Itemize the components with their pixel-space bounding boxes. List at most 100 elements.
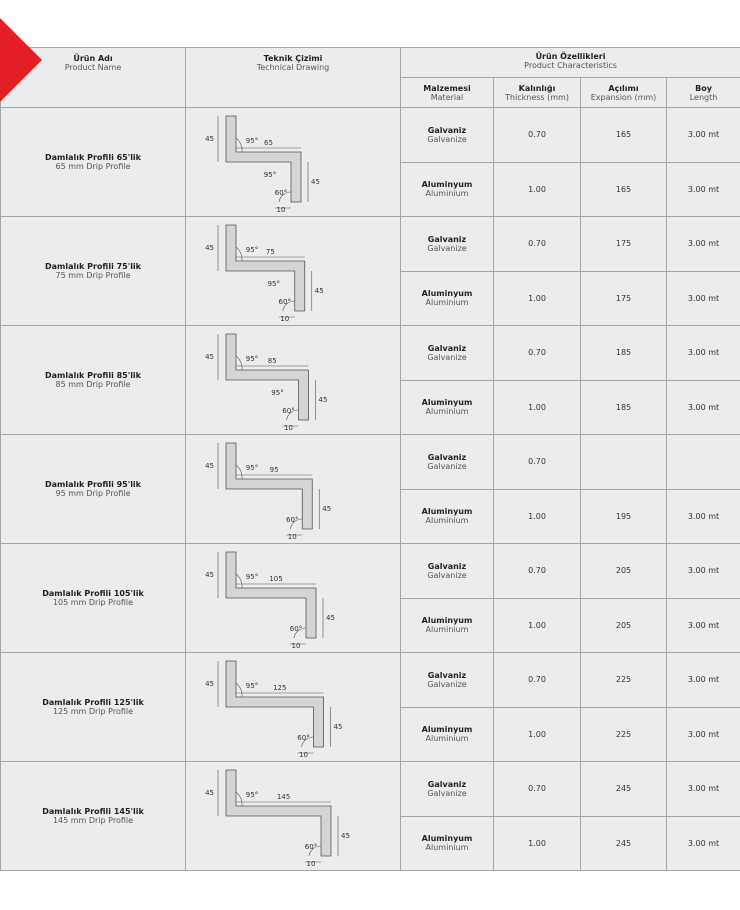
material-en: Galvanize (427, 243, 467, 253)
expansion-cell: 205 (580, 597, 667, 653)
length: 3.00 mt (687, 184, 720, 194)
length-cell: 3.00 mt (665, 216, 740, 272)
thickness: 0.70 (528, 457, 546, 467)
length-cell: 3.00 mt (665, 270, 740, 326)
drawing-label: 45 (322, 505, 331, 513)
drawing-label: 60° (305, 843, 317, 851)
drawing-cell: 45 95° 105 45 60° 10 (185, 543, 401, 653)
drawing-label: 10 (307, 860, 316, 868)
drawing-label: 10 (288, 533, 297, 541)
expansion-cell: 165 (580, 107, 667, 163)
length-cell: 3.00 mt (665, 107, 740, 163)
material-tr: Galvaniz (427, 343, 467, 353)
material-en: Aluminium (425, 734, 469, 744)
product-row: Damlalık Profili 85'lik 85 mm Drip Profil… (0, 325, 740, 435)
drawing-label: 95° (246, 246, 258, 254)
product-row: Aluminyum Aluminium 1.00 185 3.00 mt (1, 379, 740, 435)
material-en: Aluminium (425, 189, 469, 199)
drawing-line (286, 518, 303, 536)
thickness-cell: 0.70 (493, 434, 581, 490)
product-name-cell: Damlalık Profili 95'lik 95 mm Drip Profil… (0, 434, 186, 544)
thickness-cell: 0.70 (493, 543, 581, 599)
drawing-line (282, 409, 299, 427)
drawing-label: 95° (246, 355, 258, 363)
product-name-tr: Damlalık Profili 85'lik (45, 371, 141, 380)
drawing-label: 10 (284, 424, 293, 432)
length-cell: 3.00 mt (665, 325, 740, 381)
thickness-cell: 0.70 (493, 761, 581, 817)
product-row: Damlalık Profili 75'lik 75 mm Drip Profil… (0, 216, 740, 326)
expansion-cell: 185 (580, 325, 667, 381)
drawing-cell: 45 95° 145 45 60° 10 (185, 761, 401, 871)
length-cell: 3.00 mt (665, 652, 740, 708)
thickness-cell: 0.70 (493, 325, 581, 381)
drawing-cell: 45 95° 75 95° 45 60° 10 (185, 216, 401, 326)
drawing-line (235, 682, 243, 698)
drawing-line (278, 300, 295, 318)
thickness-cell: 1.00 (493, 270, 581, 326)
material-tr: Aluminyum (421, 834, 473, 844)
expansion: 205 (615, 620, 632, 630)
material-cell: Aluminyum Aluminium (400, 815, 494, 871)
expansion: 185 (615, 402, 632, 412)
material-cell: Aluminyum Aluminium (400, 597, 494, 653)
drawing-label: 60° (279, 298, 291, 306)
drawing-label: 95° (271, 389, 283, 397)
length: 3.00 mt (687, 130, 720, 140)
material-en: Aluminium (425, 843, 469, 853)
column-header-tr: Açılımı (608, 83, 639, 93)
technical-drawing: 45 95° 85 95° 45 60° 10 (205, 333, 327, 432)
expansion-cell: 195 (580, 488, 667, 544)
product-name-cell: Damlalık Profili 75'lik 75 mm Drip Profil… (0, 216, 186, 326)
material-en: Aluminium (425, 298, 469, 308)
expansion-cell: 225 (580, 706, 667, 762)
product-table: Ürün Adı Product Name Teknik Çizimi Technic… (0, 47, 740, 871)
drawing-line (235, 137, 243, 153)
drawing-line (235, 464, 243, 480)
product-name-en: 105 mm Drip Profile (52, 598, 134, 607)
thickness-cell: 0.70 (493, 216, 581, 272)
material-tr: Aluminyum (421, 507, 473, 517)
length: 3.00 mt (687, 784, 720, 794)
expansion: 175 (615, 293, 632, 303)
header-characteristics-en: Product Characteristics (524, 61, 617, 70)
expansion-cell (580, 434, 667, 490)
material-en: Galvanize (427, 570, 467, 580)
drawing-line (235, 573, 243, 589)
expansion: 245 (615, 784, 632, 794)
material-tr: Galvaniz (427, 125, 467, 135)
column-header-tr: Boy (695, 83, 712, 93)
material-cell: Aluminyum Aluminium (400, 270, 494, 326)
length: 3.00 mt (687, 838, 720, 848)
material-cell: Galvaniz Galvanize (400, 543, 494, 599)
drawing-label: 60° (290, 625, 302, 633)
product-name-tr: Damlalık Profili 75'lik (45, 262, 141, 271)
technical-drawing: 45 95° 125 45 60° 10 (205, 660, 342, 759)
material-tr: Aluminyum (421, 180, 473, 190)
drawing-cell: 45 95° 85 95° 45 60° 10 (185, 325, 401, 435)
material-tr: Galvaniz (427, 234, 467, 244)
material-cell: Aluminyum Aluminium (400, 379, 494, 435)
header-drawing-en: Technical Drawing (256, 63, 330, 72)
material-cell: Galvaniz Galvanize (400, 107, 494, 163)
material-tr: Galvaniz (427, 779, 467, 789)
product-name-cell: Damlalık Profili 105'lik 105 mm Drip Prof… (0, 543, 186, 653)
thickness-cell: 1.00 (493, 379, 581, 435)
material-en: Aluminium (425, 407, 469, 417)
material-tr: Aluminyum (421, 398, 473, 408)
drawing-label: 95° (246, 137, 258, 145)
drawing-line (225, 660, 324, 748)
length: 3.00 mt (687, 675, 720, 685)
drawing-label: 95° (268, 280, 280, 288)
length-cell: 3.00 mt (665, 543, 740, 599)
material-cell: Aluminyum Aluminium (400, 706, 494, 762)
length-cell (665, 434, 740, 490)
header-cell: Teknik Çizimi Technical Drawing (185, 47, 401, 108)
expansion: 185 (615, 348, 632, 358)
header-cell: Boy Length (665, 77, 740, 108)
drawing-label: 45 (205, 135, 214, 143)
expansion-cell: 185 (580, 379, 667, 435)
drawing-label: 95° (246, 791, 258, 799)
product-row: Aluminyum Aluminium 1.00 175 3.00 mt (1, 270, 740, 326)
thickness-cell: 1.00 (493, 161, 581, 217)
